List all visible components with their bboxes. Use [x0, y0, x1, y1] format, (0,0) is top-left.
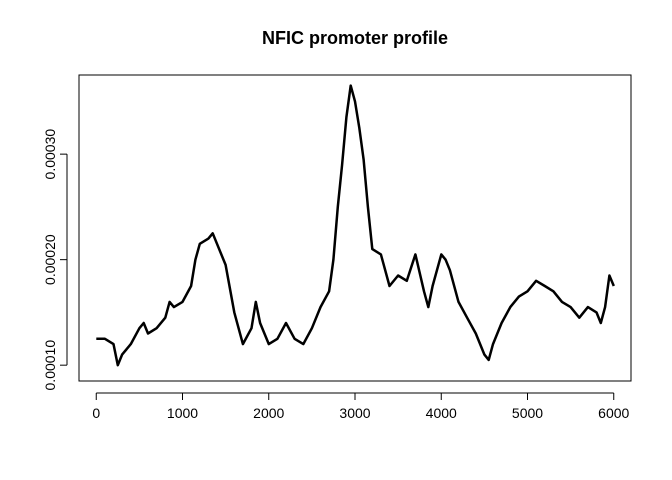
chart-title: NFIC promoter profile — [261, 28, 448, 48]
y-axis: 0.00010 0.00020 0.00030 — [42, 129, 68, 391]
x-tick-label: 5000 — [512, 405, 543, 421]
x-tick-label: 6000 — [598, 405, 629, 421]
series-line — [96, 84, 615, 367]
x-tick-label: 0 — [92, 405, 100, 421]
x-tick-label: 1000 — [167, 405, 198, 421]
x-axis: 0 1000 2000 3000 4000 5000 6000 — [92, 392, 630, 421]
y-tick-label: 0.00020 — [42, 234, 58, 285]
x-tick-label: 2000 — [253, 405, 284, 421]
x-tick-label: 3000 — [339, 405, 370, 421]
y-tick-label: 0.00030 — [42, 129, 58, 180]
y-tick-label: 0.00010 — [42, 340, 58, 391]
series-group — [96, 84, 615, 367]
plot-frame — [78, 74, 632, 382]
x-tick-label: 4000 — [426, 405, 457, 421]
